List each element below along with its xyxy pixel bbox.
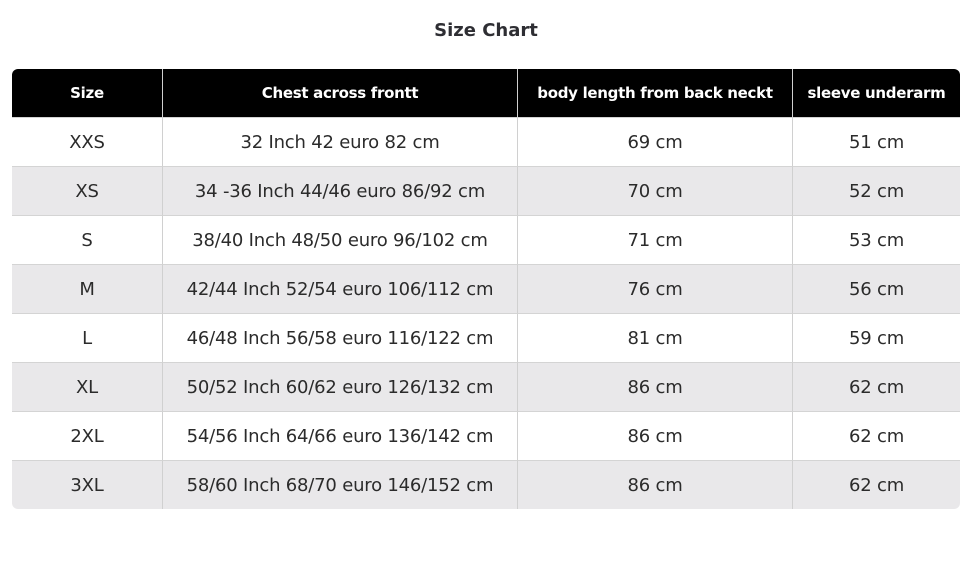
- column-header: body length from back neckt: [517, 69, 792, 117]
- table-cell: 62 cm: [792, 362, 960, 411]
- table-cell: 42/44 Inch 52/54 euro 106/112 cm: [162, 264, 517, 313]
- table-cell: 86 cm: [517, 460, 792, 509]
- table-cell: 46/48 Inch 56/58 euro 116/122 cm: [162, 313, 517, 362]
- table-cell: 81 cm: [517, 313, 792, 362]
- table-row: XS 34 -36 Inch 44/46 euro 86/92 cm 70 cm 52…: [12, 166, 960, 215]
- table-row: L 46/48 Inch 56/58 euro 116/122 cm 81 cm 59…: [12, 313, 960, 362]
- table-row: M 42/44 Inch 52/54 euro 106/112 cm 76 cm 56…: [12, 264, 960, 313]
- table-cell: 51 cm: [792, 117, 960, 166]
- table-cell: 62 cm: [792, 460, 960, 509]
- table-cell: 3XL: [12, 460, 162, 509]
- table-cell: XS: [12, 166, 162, 215]
- table-cell: 2XL: [12, 411, 162, 460]
- table-cell: 38/40 Inch 48/50 euro 96/102 cm: [162, 215, 517, 264]
- table-cell: 54/56 Inch 64/66 euro 136/142 cm: [162, 411, 517, 460]
- table-cell: L: [12, 313, 162, 362]
- table-cell: 59 cm: [792, 313, 960, 362]
- column-header: Chest across frontt: [162, 69, 517, 117]
- table-row: 2XL 54/56 Inch 64/66 euro 136/142 cm 86 cm…: [12, 411, 960, 460]
- table-row: 3XL 58/60 Inch 68/70 euro 146/152 cm 86 cm…: [12, 460, 960, 509]
- table-cell: M: [12, 264, 162, 313]
- table-row: XL 50/52 Inch 60/62 euro 126/132 cm 86 cm 6…: [12, 362, 960, 411]
- table-cell: 71 cm: [517, 215, 792, 264]
- table-cell: XXS: [12, 117, 162, 166]
- column-header: sleeve underarm: [792, 69, 960, 117]
- table-cell: 70 cm: [517, 166, 792, 215]
- table-cell: 86 cm: [517, 362, 792, 411]
- table-cell: 34 -36 Inch 44/46 euro 86/92 cm: [162, 166, 517, 215]
- table-row: XXS 32 Inch 42 euro 82 cm 69 cm 51 cm: [12, 117, 960, 166]
- table-cell: 58/60 Inch 68/70 euro 146/152 cm: [162, 460, 517, 509]
- table-cell: 52 cm: [792, 166, 960, 215]
- table-cell: 56 cm: [792, 264, 960, 313]
- table-cell: 50/52 Inch 60/62 euro 126/132 cm: [162, 362, 517, 411]
- table-cell: S: [12, 215, 162, 264]
- table-cell: 62 cm: [792, 411, 960, 460]
- table-cell: 53 cm: [792, 215, 960, 264]
- page-title: Size Chart: [434, 20, 538, 41]
- table-cell: 76 cm: [517, 264, 792, 313]
- table-cell: 86 cm: [517, 411, 792, 460]
- size-chart-table: Size Chest across frontt body length from …: [12, 69, 960, 509]
- table-cell: XL: [12, 362, 162, 411]
- table-cell: 69 cm: [517, 117, 792, 166]
- column-header: Size: [12, 69, 162, 117]
- table-cell: 32 Inch 42 euro 82 cm: [162, 117, 517, 166]
- header-row: Size Chest across frontt body length from …: [12, 69, 960, 117]
- table-row: S 38/40 Inch 48/50 euro 96/102 cm 71 cm 53 …: [12, 215, 960, 264]
